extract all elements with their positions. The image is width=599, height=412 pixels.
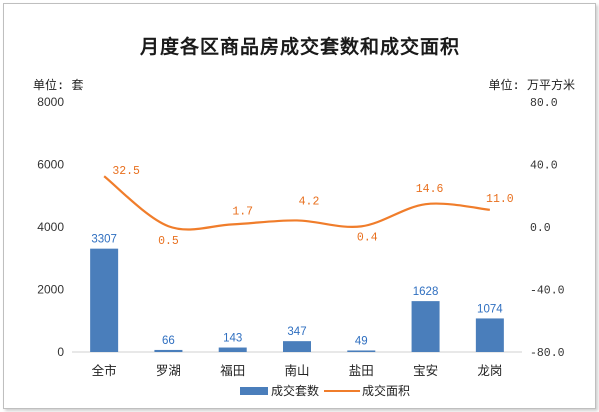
line-value-label: 0.4 [357, 231, 378, 244]
bar [154, 349, 183, 352]
category-label: 福田 [220, 363, 245, 378]
line-value-label: 32.5 [112, 165, 140, 178]
right-tick-label: 40.0 [530, 160, 558, 173]
line-series [103, 175, 490, 231]
category-label: 南山 [284, 363, 309, 378]
category-label: 全市 [92, 363, 117, 378]
category-label: 盐田 [349, 363, 374, 378]
right-tick-label: 0.0 [530, 222, 551, 235]
bar-value-label: 3307 [91, 234, 117, 246]
left-tick-label: 8000 [37, 95, 64, 109]
left-tick-label: 6000 [37, 158, 64, 172]
category-label: 龙岗 [477, 363, 502, 378]
right-tick-label: 80.0 [530, 97, 558, 110]
line-value-label: 4.2 [299, 195, 320, 208]
line-value-label: 11.0 [486, 193, 514, 206]
bar-value-label: 347 [287, 326, 306, 338]
right-tick-label: -80.0 [530, 347, 565, 360]
legend-bar-label: 成交套数 [271, 383, 319, 398]
left-axis-ticks: 0 2000 4000 6000 8000 [37, 95, 64, 359]
right-tick-label: -40.0 [530, 285, 565, 298]
chart-title: 月度各区商品房成交套数和成交面积 [139, 35, 460, 58]
bar-value-labels: 3307 66 143 347 49 1628 1074 [91, 234, 503, 348]
line-value-label: 1.7 [232, 205, 253, 218]
bar-value-label: 143 [223, 333, 242, 345]
right-axis-unit: 单位: 万平方米 [489, 77, 575, 92]
bar-series [90, 248, 504, 352]
bar-value-label: 1628 [413, 286, 439, 298]
bar-value-label: 66 [162, 335, 175, 347]
left-axis-unit: 单位: 套 [33, 77, 83, 92]
bar [475, 318, 504, 352]
legend-bar-swatch [240, 387, 268, 395]
bar [90, 248, 119, 352]
bar-value-label: 1074 [477, 303, 503, 315]
bar [283, 341, 311, 352]
left-tick-label: 4000 [37, 220, 64, 234]
bar [347, 350, 376, 352]
right-axis-ticks: -80.0 -40.0 0.0 40.0 80.0 [530, 97, 565, 360]
line-value-labels: 32.5 0.5 1.7 4.2 0.4 14.6 11.0 [112, 165, 513, 248]
category-label: 罗湖 [156, 363, 181, 378]
category-labels: 全市 罗湖 福田 南山 盐田 宝安 龙岗 [92, 363, 503, 378]
category-label: 宝安 [413, 363, 438, 378]
bar-value-label: 49 [355, 335, 368, 347]
left-tick-label: 0 [57, 345, 64, 359]
line-value-label: 0.5 [158, 235, 179, 248]
line-value-label: 14.6 [416, 183, 444, 196]
bar [411, 301, 440, 352]
series-line [103, 175, 490, 231]
legend: 成交套数 成交面积 [240, 383, 410, 398]
left-tick-label: 2000 [37, 283, 64, 297]
legend-line-label: 成交面积 [362, 383, 410, 398]
bar [218, 347, 247, 352]
